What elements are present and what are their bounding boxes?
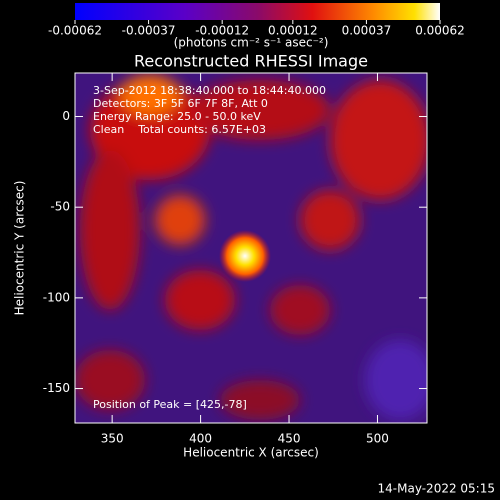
peak-note: Position of Peak = [425,-78]	[93, 398, 247, 411]
colorbar-tick-label: -0.00012	[195, 24, 249, 38]
colorbar-tick-label: -0.00037	[122, 24, 176, 38]
colorbar	[75, 3, 440, 20]
annotation: Detectors: 3F 5F 6F 7F 8F, Att 0	[93, 97, 268, 110]
colorbar-tick-label: 0.00012	[268, 24, 318, 38]
colorbar-tick-label: 0.00037	[342, 24, 392, 38]
colorbar-tick-label: -0.00062	[48, 24, 102, 38]
x-axis-label: Heliocentric X (arcsec)	[183, 446, 319, 460]
heatmap	[75, 73, 427, 423]
plot-frame	[74, 72, 428, 424]
y-tick-label: 0	[62, 109, 70, 123]
x-tick-label: 450	[278, 432, 301, 446]
colorbar-tick-label: 0.00062	[415, 24, 465, 38]
colorbar-label: (photons cm⁻² s⁻¹ asec⁻²)	[174, 36, 329, 50]
y-tick-label: -100	[43, 290, 70, 304]
chart-title: Reconstructed RHESSI Image	[134, 52, 368, 71]
y-tick-label: -150	[43, 381, 70, 395]
y-axis-label: Heliocentric Y (arcsec)	[13, 181, 27, 316]
timestamp: 14-May-2022 05:15	[378, 482, 495, 496]
x-tick-label: 400	[189, 432, 212, 446]
annotation: Clean Total counts: 6.57E+03	[93, 123, 266, 136]
annotation: Energy Range: 25.0 - 50.0 keV	[93, 110, 261, 123]
annotation: 3-Sep-2012 18:38:40.000 to 18:44:40.000	[93, 84, 326, 97]
x-tick-label: 350	[101, 432, 124, 446]
x-tick-label: 500	[366, 432, 389, 446]
y-tick-label: -50	[50, 200, 70, 214]
